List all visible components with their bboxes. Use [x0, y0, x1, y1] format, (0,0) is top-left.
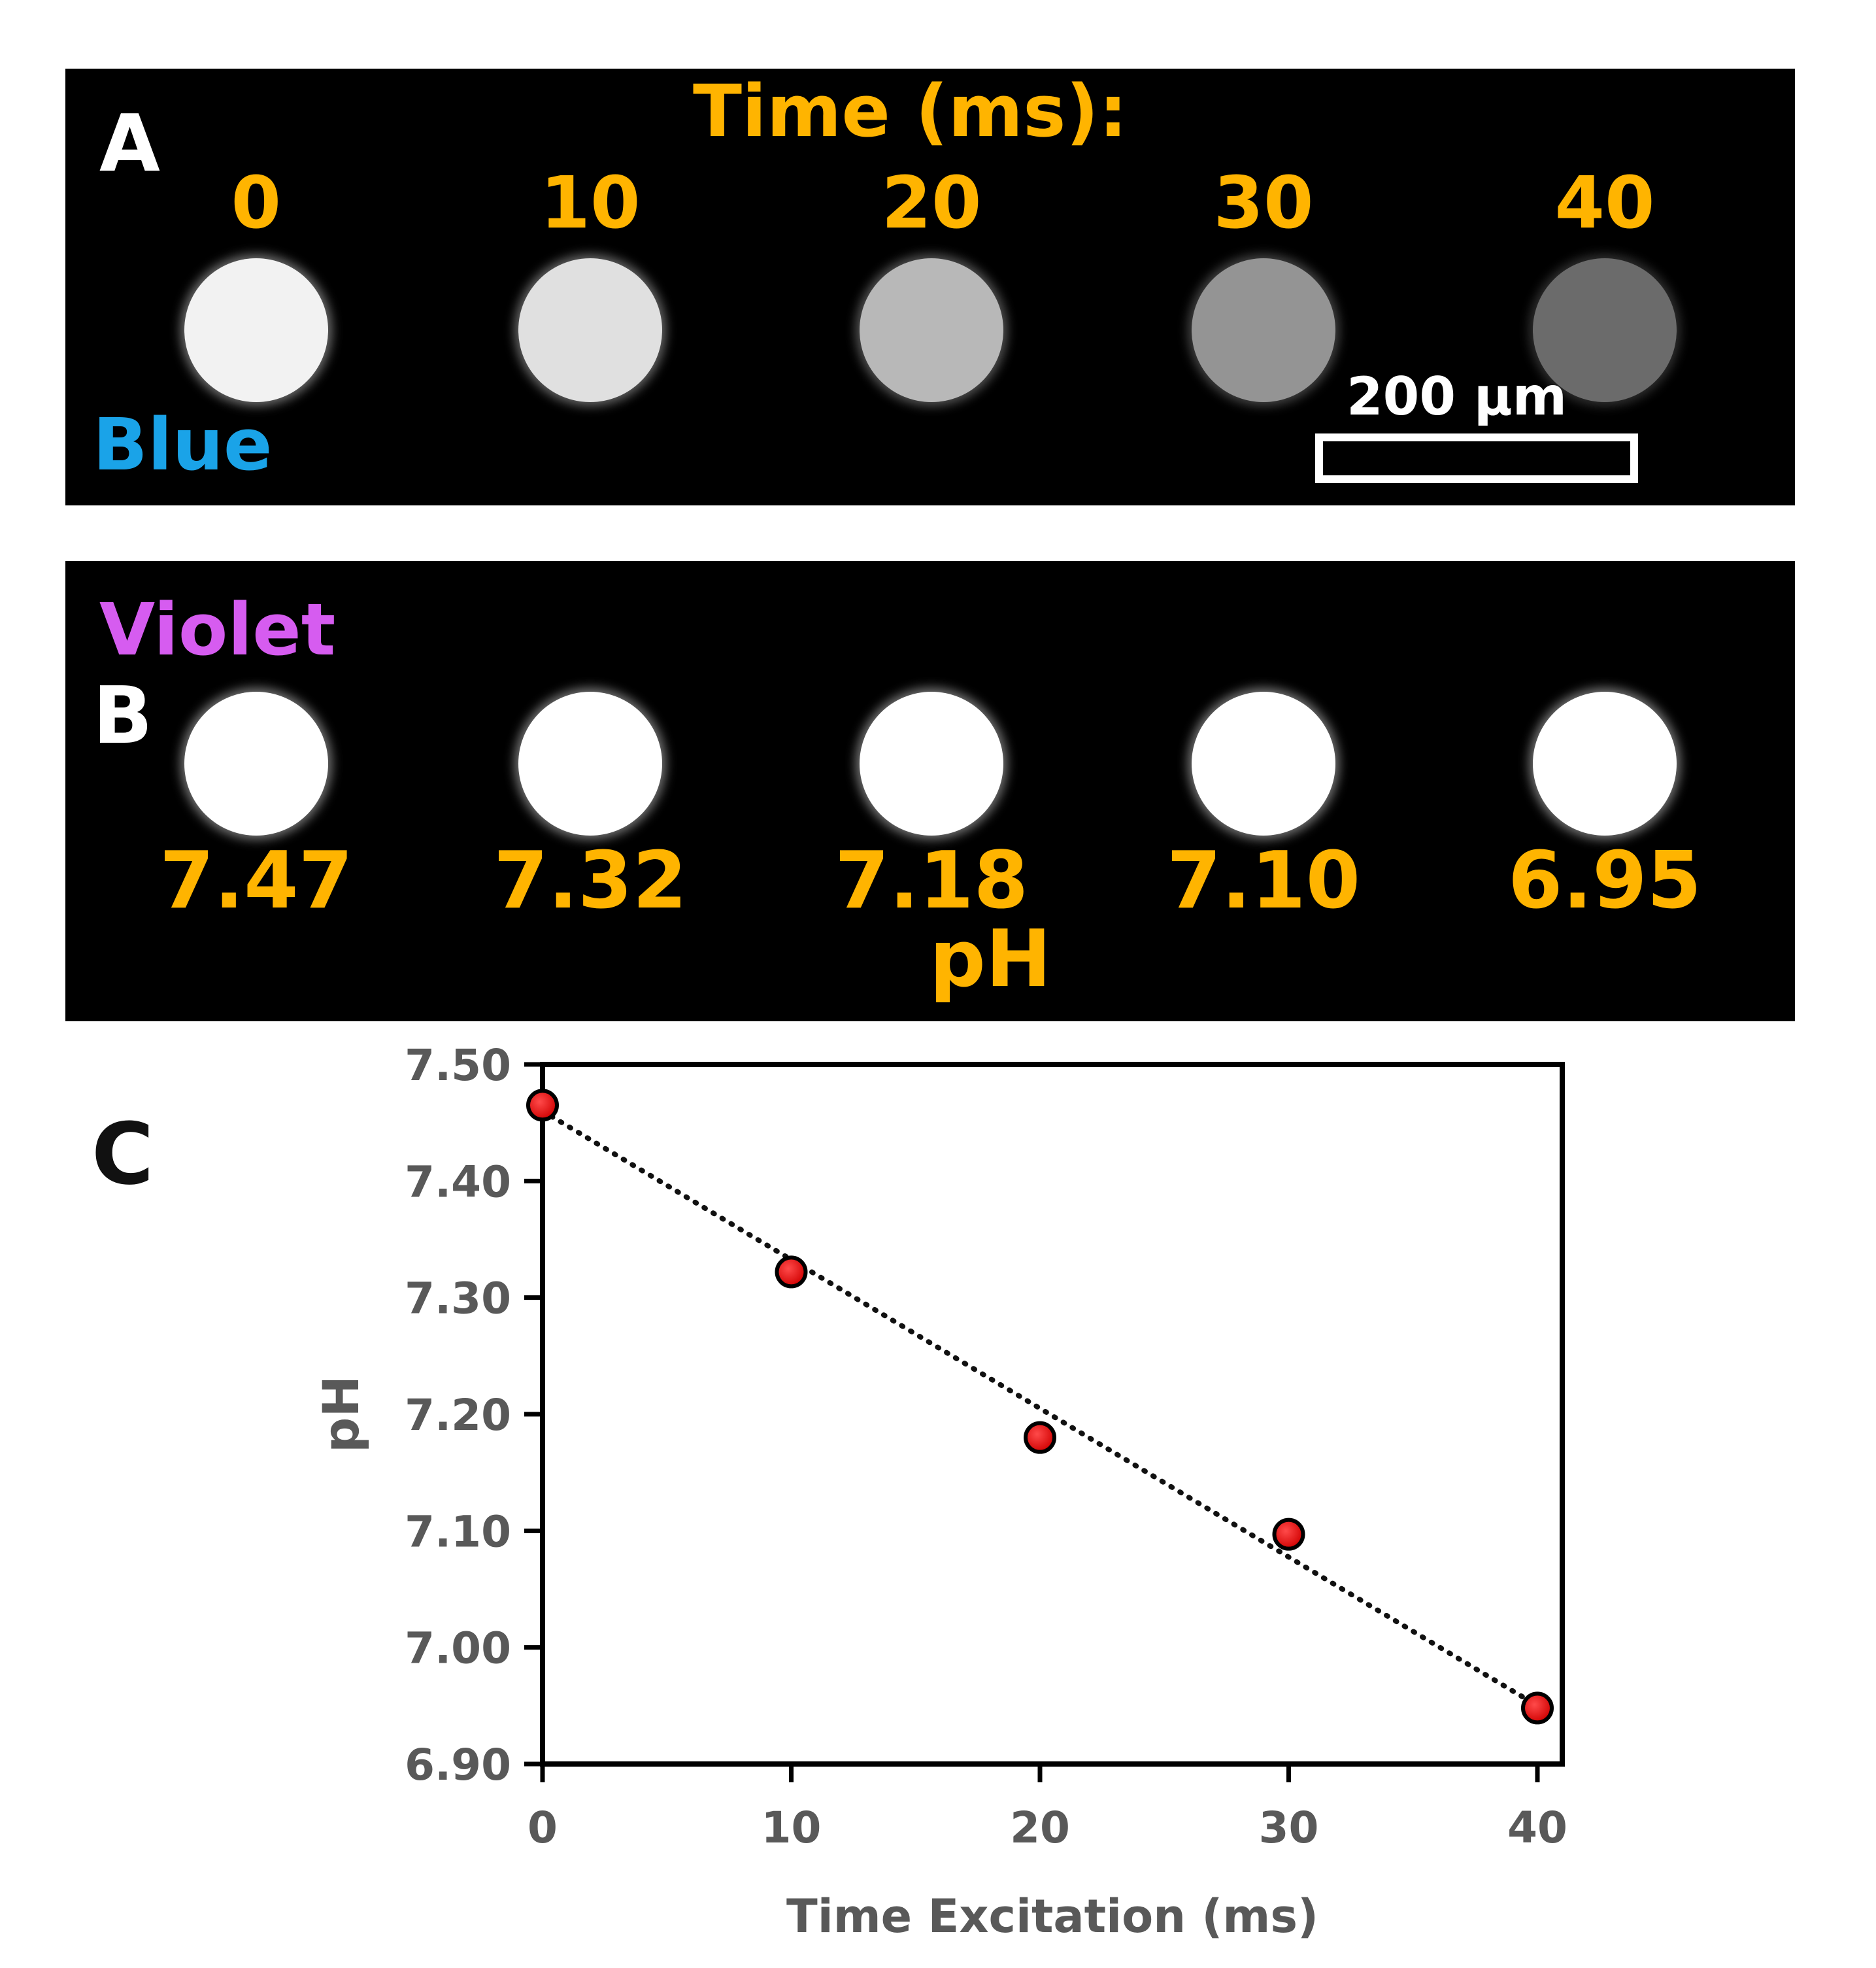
channel-label-violet: Violet	[99, 588, 336, 671]
ph-vs-time-chart: 6.90 7.00 7.10 7.20 7.30 7.40 7.50 0 10 20 30 40 T…	[312, 1040, 1567, 1943]
x-tick-label: 40	[1507, 1803, 1567, 1853]
data-point	[1272, 1518, 1305, 1551]
ph-value-label: 7.32	[494, 836, 688, 926]
y-tick-label: 7.40	[405, 1157, 511, 1207]
data-point	[1024, 1421, 1056, 1454]
y-tick-label: 7.30	[405, 1274, 511, 1324]
data-point	[1521, 1691, 1554, 1725]
fluorescence-spot	[518, 258, 662, 402]
fluorescence-spot	[860, 258, 1003, 402]
trendline	[540, 1108, 1540, 1708]
x-tick-label: 10	[762, 1803, 822, 1853]
y-tick-label: 7.20	[405, 1390, 511, 1440]
data-point	[526, 1089, 559, 1122]
time-label: 40	[1554, 161, 1655, 245]
y-tick-label: 7.00	[405, 1623, 511, 1674]
y-tick-label: 7.10	[405, 1506, 511, 1557]
panel-c-letter: C	[92, 1104, 154, 1204]
data-point	[775, 1255, 808, 1289]
y-axis-title: pH	[312, 1376, 370, 1453]
time-title: Time (ms):	[693, 69, 1128, 153]
ph-value-label: 7.10	[1167, 836, 1361, 926]
x-axis-title: Time Excitation (ms)	[786, 1890, 1318, 1943]
ph-value-label: 6.95	[1508, 836, 1702, 926]
fluorescence-spot	[860, 692, 1003, 836]
fluorescence-spot	[1533, 258, 1677, 402]
scale-bar-label: 200 µm	[1347, 366, 1567, 427]
panel-b-letter: B	[93, 671, 153, 762]
x-tick-label: 30	[1259, 1803, 1319, 1853]
panel-b-micrograph: Violet B 7.47 7.32 7.18 7.10 6.95 pH	[65, 561, 1795, 1021]
ph-caption: pH	[930, 914, 1052, 1005]
panel-a-micrograph: A Time (ms): 0 10 20 30 40 Blue 200 µm	[65, 69, 1795, 505]
y-tick-label: 7.50	[405, 1040, 511, 1091]
plot-area-frame	[540, 1062, 1565, 1767]
time-label: 10	[540, 161, 641, 245]
ph-value-label: 7.18	[835, 836, 1029, 926]
ph-value-label: 7.47	[159, 836, 354, 926]
time-label: 20	[881, 161, 982, 245]
channel-label-blue: Blue	[93, 403, 273, 486]
panel-a-letter: A	[99, 99, 160, 190]
fluorescence-spot	[184, 258, 328, 402]
y-tick-label: 6.90	[405, 1740, 511, 1790]
scale-bar	[1315, 433, 1638, 483]
x-tick-label: 0	[528, 1803, 558, 1853]
x-tick-label: 20	[1010, 1803, 1070, 1853]
fluorescence-spot	[1192, 692, 1335, 836]
time-label: 0	[231, 161, 282, 245]
time-label: 30	[1213, 161, 1314, 245]
fluorescence-spot	[184, 692, 328, 836]
fluorescence-spot	[518, 692, 662, 836]
fluorescence-spot	[1533, 692, 1677, 836]
fluorescence-spot	[1192, 258, 1335, 402]
